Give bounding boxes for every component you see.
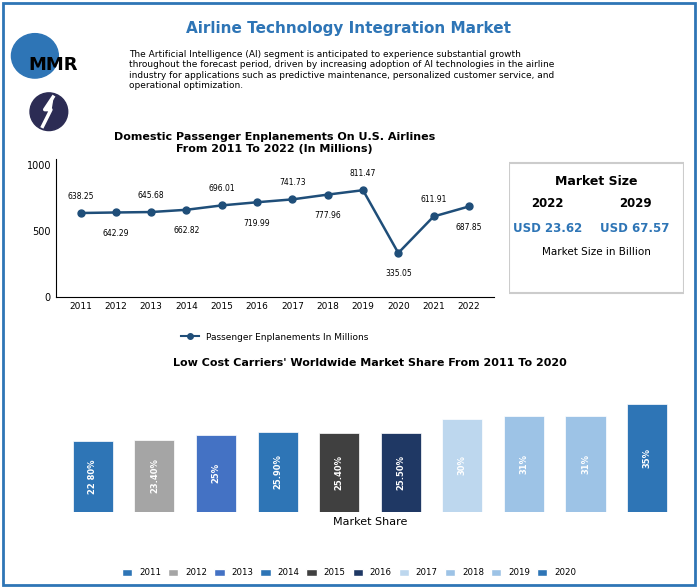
Bar bbox=[258, 432, 297, 512]
Text: 31%: 31% bbox=[519, 454, 528, 474]
Bar bbox=[319, 433, 359, 512]
Text: MMR: MMR bbox=[28, 56, 77, 74]
Circle shape bbox=[11, 34, 59, 78]
Text: 642.29: 642.29 bbox=[103, 229, 129, 238]
Bar bbox=[380, 433, 421, 512]
Text: 741.73: 741.73 bbox=[279, 178, 306, 187]
Polygon shape bbox=[43, 97, 53, 126]
Legend: 2011, 2012, 2013, 2014, 2015, 2016, 2017, 2018, 2019, 2020: 2011, 2012, 2013, 2014, 2015, 2016, 2017… bbox=[119, 565, 579, 581]
Circle shape bbox=[30, 93, 68, 131]
Text: 645.68: 645.68 bbox=[138, 191, 165, 200]
Text: 25.50%: 25.50% bbox=[396, 455, 406, 490]
X-axis label: Market Share: Market Share bbox=[333, 517, 407, 527]
Text: 25.90%: 25.90% bbox=[273, 455, 282, 489]
Bar bbox=[135, 440, 174, 512]
Text: 719.99: 719.99 bbox=[244, 219, 270, 228]
Text: 22 80%: 22 80% bbox=[88, 459, 97, 494]
Text: 811.47: 811.47 bbox=[350, 169, 376, 178]
Bar bbox=[73, 442, 113, 512]
Text: Market Size in Billion: Market Size in Billion bbox=[542, 248, 651, 258]
Title: Domestic Passenger Enplanements On U.S. Airlines
From 2011 To 2022 (In Millions): Domestic Passenger Enplanements On U.S. … bbox=[114, 132, 436, 154]
Text: 335.05: 335.05 bbox=[385, 269, 412, 278]
Text: 25.40%: 25.40% bbox=[334, 455, 343, 490]
Legend: Passenger Enplanements In Millions: Passenger Enplanements In Millions bbox=[177, 329, 372, 345]
Text: The Artificial Intelligence (AI) segment is anticipated to experience substantia: The Artificial Intelligence (AI) segment… bbox=[129, 50, 554, 90]
Text: 638.25: 638.25 bbox=[67, 192, 94, 201]
Text: 696.01: 696.01 bbox=[209, 184, 235, 193]
Bar bbox=[627, 404, 667, 512]
Text: USD 67.57: USD 67.57 bbox=[600, 222, 669, 235]
Text: 35%: 35% bbox=[643, 447, 652, 468]
Bar bbox=[504, 416, 544, 512]
Text: Market Size: Market Size bbox=[555, 175, 638, 188]
Text: 2029: 2029 bbox=[618, 198, 651, 211]
Text: 2022: 2022 bbox=[531, 198, 564, 211]
Bar bbox=[565, 416, 606, 512]
Title: Low Cost Carriers' Worldwide Market Share From 2011 To 2020: Low Cost Carriers' Worldwide Market Shar… bbox=[173, 358, 567, 368]
Text: 687.85: 687.85 bbox=[456, 223, 482, 232]
Text: 23.40%: 23.40% bbox=[150, 458, 159, 493]
Text: 662.82: 662.82 bbox=[173, 226, 200, 235]
Bar bbox=[196, 435, 236, 512]
Text: Airline Technology Integration Market: Airline Technology Integration Market bbox=[186, 21, 512, 36]
Text: 30%: 30% bbox=[458, 456, 467, 475]
Text: 25%: 25% bbox=[211, 463, 221, 483]
Text: 611.91: 611.91 bbox=[420, 195, 447, 204]
Text: 31%: 31% bbox=[581, 454, 590, 474]
Bar bbox=[443, 419, 482, 512]
Text: USD 23.62: USD 23.62 bbox=[513, 222, 582, 235]
Text: 777.96: 777.96 bbox=[314, 211, 341, 220]
FancyBboxPatch shape bbox=[509, 163, 684, 293]
